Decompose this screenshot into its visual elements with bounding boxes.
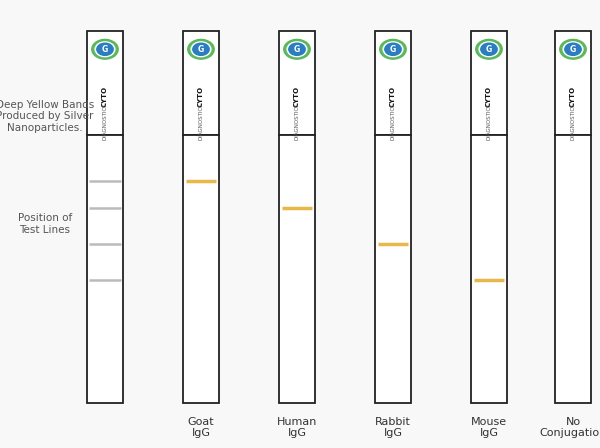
Circle shape <box>92 39 118 59</box>
Text: Goat
IgG: Goat IgG <box>188 417 214 438</box>
Text: DIAGNOSTICS: DIAGNOSTICS <box>295 103 299 140</box>
Text: Rabbit
IgG: Rabbit IgG <box>375 417 411 438</box>
Bar <box>87 31 123 135</box>
Text: DIAGNOSTICS: DIAGNOSTICS <box>571 103 575 140</box>
Text: Mouse
IgG: Mouse IgG <box>471 417 507 438</box>
Bar <box>87 135 123 403</box>
Text: Deep Yellow Bands
Produced by Silver
Nanoparticles.: Deep Yellow Bands Produced by Silver Nan… <box>0 100 94 133</box>
Circle shape <box>476 39 502 59</box>
Text: G: G <box>294 45 300 54</box>
Circle shape <box>481 43 497 56</box>
Bar <box>555 31 591 135</box>
Circle shape <box>560 39 586 59</box>
Bar <box>279 31 315 135</box>
Circle shape <box>385 43 401 56</box>
Circle shape <box>193 43 209 56</box>
Bar <box>375 135 411 403</box>
Text: CYTO: CYTO <box>486 86 492 108</box>
Text: G: G <box>198 45 204 54</box>
Text: DIAGNOSTICS: DIAGNOSTICS <box>391 103 395 140</box>
Text: CYTO: CYTO <box>198 86 204 108</box>
Circle shape <box>188 39 214 59</box>
Text: DIAGNOSTICS: DIAGNOSTICS <box>199 103 203 140</box>
Circle shape <box>191 42 211 56</box>
Text: Position of
Test Lines: Position of Test Lines <box>18 213 72 235</box>
Text: CYTO: CYTO <box>390 86 396 108</box>
Circle shape <box>97 43 113 56</box>
Text: DIAGNOSTICS: DIAGNOSTICS <box>103 103 107 140</box>
Text: No
Conjugation: No Conjugation <box>539 417 600 438</box>
Circle shape <box>479 42 499 56</box>
Circle shape <box>563 42 583 56</box>
Text: DIAGNOSTICS: DIAGNOSTICS <box>487 103 491 140</box>
Bar <box>555 135 591 403</box>
Circle shape <box>95 42 115 56</box>
Text: CYTO: CYTO <box>570 86 576 108</box>
Bar <box>375 31 411 135</box>
Text: CYTO: CYTO <box>102 86 108 108</box>
Circle shape <box>287 42 307 56</box>
Text: G: G <box>390 45 396 54</box>
Text: Human
IgG: Human IgG <box>277 417 317 438</box>
Circle shape <box>383 42 403 56</box>
Text: G: G <box>570 45 576 54</box>
Circle shape <box>380 39 406 59</box>
Text: CYTO: CYTO <box>294 86 300 108</box>
Text: G: G <box>486 45 492 54</box>
Circle shape <box>284 39 310 59</box>
Bar <box>279 135 315 403</box>
Circle shape <box>289 43 305 56</box>
Bar <box>471 135 507 403</box>
Circle shape <box>565 43 581 56</box>
Bar <box>183 31 219 135</box>
Bar <box>471 31 507 135</box>
Text: G: G <box>102 45 108 54</box>
Bar <box>183 135 219 403</box>
